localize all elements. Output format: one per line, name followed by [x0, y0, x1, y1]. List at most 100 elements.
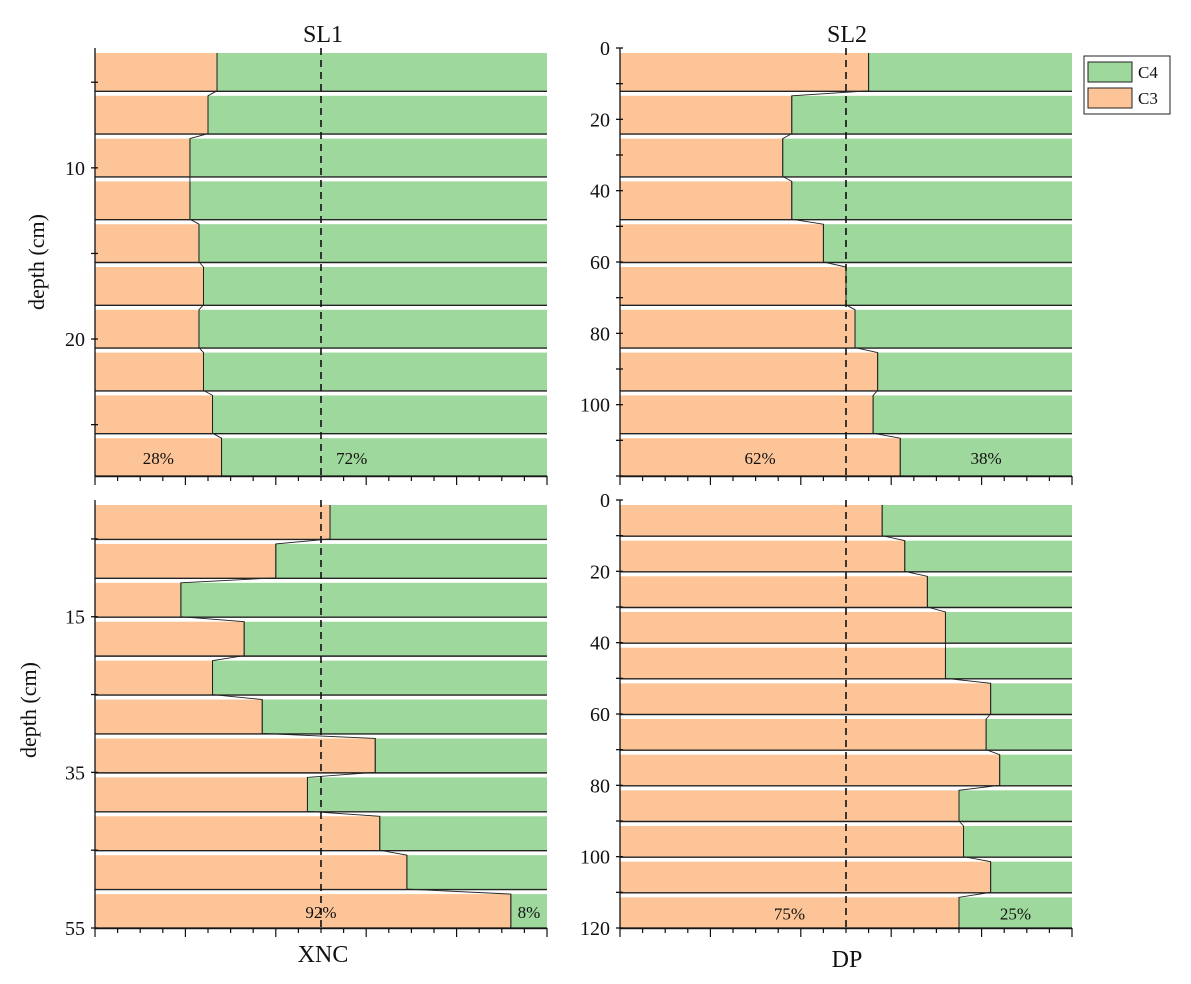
sl1-c3-bar: [95, 438, 222, 476]
dp-c4-bar: [963, 826, 1072, 857]
sl2-c4-bar: [782, 138, 1072, 177]
xnc-c4-bar: [244, 621, 547, 656]
dp-boundary-line: [881, 505, 1001, 928]
xnc-c3-annotation: 92%: [305, 903, 336, 922]
sl1-c3-bar: [95, 267, 204, 305]
xnc-c4-bar: [379, 816, 547, 851]
sl1-boundary-line: [189, 53, 223, 476]
dp-c3-bar: [620, 505, 883, 536]
dp-c4-bar: [945, 612, 1072, 643]
legend-c4-label: C4: [1138, 63, 1158, 82]
xnc-panel: 15 35 55 92% 8%: [65, 500, 548, 940]
sl2-c4-bar: [877, 352, 1072, 391]
sl2-c3-annotation: 62%: [745, 449, 776, 468]
sl2-c3-bar: [620, 309, 856, 348]
sl1-c3-bar: [95, 352, 204, 391]
sl1-c4-annotation: 72%: [336, 449, 367, 468]
xnc-c3-bar: [95, 816, 380, 851]
sl1-c4-bar: [203, 267, 548, 305]
sl2-c3-bar: [620, 138, 783, 177]
sl1-c4-bar: [208, 95, 547, 134]
sl2-c3-bar: [620, 224, 824, 262]
sl1-c3-bar: [95, 395, 213, 434]
sl2-c3-bar: [620, 395, 874, 434]
sl2-c4-bar: [846, 267, 1072, 305]
xnc-c4-bar: [406, 855, 547, 890]
xnc-y-tick-label: 15: [65, 607, 85, 629]
xnc-c4-bar: [307, 777, 547, 812]
sl1-c4-bar: [189, 138, 548, 177]
xnc-c3-bar: [95, 894, 511, 928]
dp-c4-bar: [999, 754, 1072, 786]
sl1-title: SL1: [303, 22, 343, 48]
dp-c4-bar: [945, 647, 1072, 679]
sl2-c3-bar: [620, 352, 878, 391]
dp-y-tick-label: 80: [590, 775, 610, 797]
dp-c4-annotation: 25%: [1000, 905, 1031, 924]
xnc-c4-bar: [375, 738, 547, 773]
sl2-c3-bar: [620, 95, 792, 134]
sl2-panel: 0 20 40 60 80 100 62% 38%: [580, 38, 1073, 485]
xnc-c3-bar: [95, 777, 308, 812]
xnc-c3-bar: [95, 699, 263, 734]
sl2-y-tick-label: 20: [590, 109, 610, 131]
sl1-c4-bar: [198, 309, 547, 348]
dp-y-tick-label: 0: [600, 490, 610, 512]
sl2-y-tick-label: 40: [590, 181, 610, 203]
sl1-c3-bar: [95, 224, 199, 262]
dp-c3-bar: [620, 897, 959, 928]
dp-c3-bar: [620, 612, 946, 643]
sl2-c4-bar: [823, 224, 1072, 262]
dp-xlabel: DP: [832, 947, 863, 973]
xnc-y-tick-label: 35: [65, 762, 85, 784]
dp-c3-bar: [620, 719, 987, 750]
sl2-c3-bar: [620, 438, 901, 476]
sl2-y-tick-label: 0: [600, 38, 610, 60]
sl2-y-tick-label: 80: [590, 323, 610, 345]
dp-c3-bar: [620, 647, 946, 679]
sl1-c4-bar: [203, 352, 548, 391]
dp-c4-bar: [959, 790, 1072, 821]
sl1-c4-bar: [217, 53, 548, 91]
xnc-boundary-line: [180, 505, 512, 928]
xnc-c4-bar: [275, 543, 547, 578]
sl2-c4-bar: [900, 438, 1072, 476]
sl1-c3-bar: [95, 95, 208, 134]
xnc-c3-bar: [95, 505, 331, 539]
dp-y-tick-label: 100: [580, 847, 610, 869]
dp-c3-bar: [620, 754, 1000, 786]
xnc-y-tick-label: 55: [65, 918, 85, 940]
dp-c4-bar: [904, 540, 1072, 572]
sl1-c4-bar: [189, 181, 548, 220]
xnc-c4-annotation: 8%: [518, 903, 541, 922]
xnc-c3-bar: [95, 855, 407, 890]
sl2-c4-bar: [791, 181, 1072, 220]
xnc-c4-bar: [262, 699, 547, 734]
sl1-c3-annotation: 28%: [143, 449, 174, 468]
xnc-c3-bar: [95, 543, 276, 578]
sl2-c4-bar: [791, 95, 1072, 134]
dp-c3-bar: [620, 540, 905, 572]
sl1-c4-bar: [212, 395, 547, 434]
dp-c4-bar: [927, 576, 1072, 607]
sl1-y-tick-label: 20: [65, 329, 85, 351]
dp-c4-bar: [959, 897, 1072, 928]
dp-c3-bar: [620, 790, 959, 821]
sl1-c4-bar: [198, 224, 547, 262]
xnc-c4-bar: [510, 894, 547, 928]
legend-c3-swatch: [1087, 87, 1133, 109]
dp-c3-bar: [620, 861, 991, 893]
dp-y-tick-label: 20: [590, 561, 610, 583]
xnc-xlabel: XNC: [298, 942, 349, 968]
sl1-c3-bar: [95, 53, 218, 91]
dp-y-tick-label: 60: [590, 704, 610, 726]
sl1-panel: 10 20 28% 72%: [65, 48, 548, 485]
xnc-c4-bar: [180, 582, 547, 617]
sl2-c3-bar: [620, 53, 869, 91]
sl1-ylabel: depth (cm): [24, 214, 49, 310]
sl2-c4-bar: [855, 309, 1072, 348]
dp-c3-bar: [620, 576, 928, 607]
legend-c4-swatch: [1087, 61, 1133, 83]
xnc-c3-bar: [95, 621, 245, 656]
